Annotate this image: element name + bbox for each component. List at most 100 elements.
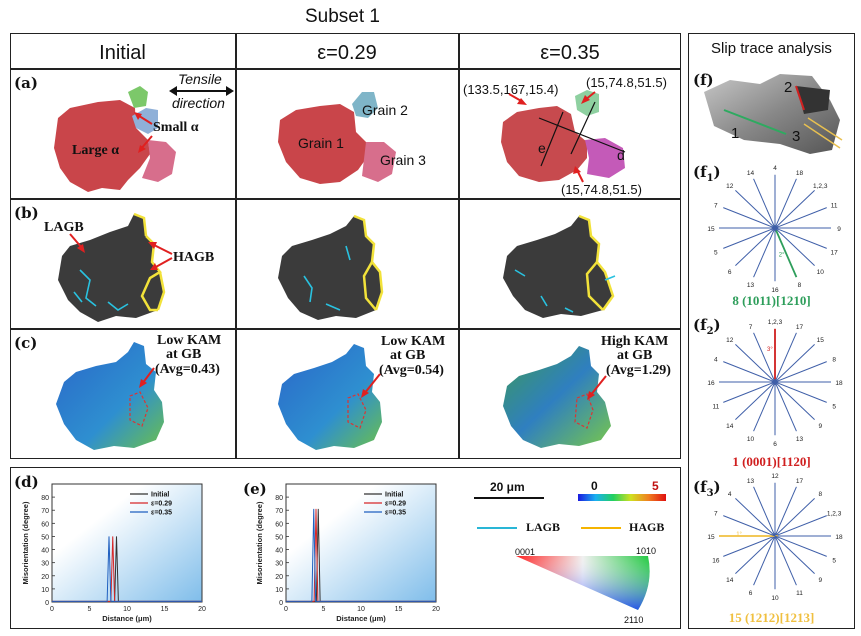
trace-number: 18 [835, 380, 843, 387]
trace-number: 8 [818, 491, 822, 498]
trace-line [773, 533, 797, 586]
trace-number: 13 [796, 436, 804, 443]
y-tick-label: 60 [275, 521, 283, 528]
trace-line [773, 178, 797, 231]
kam-035-l1: High KAM [601, 334, 669, 349]
kam-029-l2: at GB [390, 348, 426, 363]
f2-caption: 1 (0001)[1120] [732, 454, 811, 469]
trace-line [772, 226, 827, 249]
trace-number: 13 [747, 478, 755, 485]
trace-number: 4 [728, 491, 732, 498]
kam-map-initial [56, 342, 164, 450]
plot-area [285, 483, 437, 603]
trace-number: 1,2,3 [827, 511, 842, 518]
trace-line [753, 225, 777, 278]
trace-line [772, 344, 815, 385]
trace-line [772, 533, 815, 574]
euler-label-3: (15,74.8,51.5) [561, 182, 642, 197]
trace-number: 14 [726, 577, 734, 584]
trace-line [772, 207, 827, 230]
chart-e: 0 10 20 30 40 50 60 70 80 0 5 10 15 20 Distance (μm) Mi… [255, 483, 440, 623]
small-alpha-label: Small α [153, 120, 199, 135]
x-tick-label: 15 [161, 606, 169, 613]
sem-label-3: 3 [792, 128, 801, 145]
y-tick-label: 80 [41, 495, 49, 502]
tensile-arrow-left-icon [169, 86, 177, 96]
trace-number: 11 [831, 203, 838, 210]
y-tick-label: 10 [275, 587, 283, 594]
legend-label: ε=0.29 [151, 501, 172, 508]
x-tick-label: 10 [123, 606, 131, 613]
trace-line [723, 207, 778, 230]
kam-035-arrow [587, 375, 607, 400]
trace-line [723, 534, 778, 557]
label-f: (f) [693, 71, 714, 89]
trace-line [773, 332, 797, 385]
trace-number: 7 [749, 324, 753, 331]
col-divider-2 [458, 33, 460, 459]
row-divider-1 [10, 198, 681, 200]
bottom-panel [10, 467, 681, 629]
trace-line [772, 498, 815, 539]
trace-number: 6 [749, 590, 753, 597]
kam-initial-l1: Low KAM [157, 333, 222, 348]
sem-label-2: 2 [784, 79, 793, 96]
trace-number: 5 [832, 403, 836, 410]
kam-initial-arrow [139, 367, 155, 388]
trace-number: 6 [773, 441, 777, 448]
trace-line [735, 533, 778, 574]
ipf-1010: 1010 [636, 546, 657, 556]
trace-line [723, 515, 778, 538]
plot-area [51, 483, 203, 603]
trace-line [753, 332, 777, 385]
large-alpha-label: Large α [72, 143, 120, 158]
row-divider-2 [10, 328, 681, 330]
trace-number: 11 [712, 403, 719, 410]
y-tick-label: 30 [41, 561, 49, 568]
x-tick-label: 0 [50, 606, 54, 613]
series-line-ε=0.35 [286, 508, 436, 602]
figure-title: Subset 1 [305, 6, 380, 27]
label-f1: (f1) [693, 163, 721, 184]
label-f3-sub: 3 [706, 488, 714, 499]
x-axis-label: Distance (μm) [336, 614, 386, 623]
kam-initial-l2: at GB [166, 347, 202, 362]
trace-number: 14 [726, 423, 734, 430]
hagb-label: HAGB [173, 250, 215, 265]
tensile-label-1: Tensile [178, 71, 222, 87]
trace-number: 15 [707, 226, 715, 233]
trace-line [753, 178, 777, 231]
trace-number: 12 [771, 473, 779, 480]
trace-number: 15 [817, 337, 825, 344]
y-tick-label: 30 [275, 561, 283, 568]
row-label-e: (e) [243, 480, 267, 498]
grain-map-029 [278, 92, 396, 184]
trace-number: 6 [728, 269, 732, 276]
ipf-2110: 2110 [624, 615, 644, 625]
trace-line [753, 379, 777, 432]
y-tick-label: 50 [275, 534, 283, 541]
y-tick-label: 50 [41, 534, 49, 541]
x-axis-label: Distance (μm) [102, 614, 152, 623]
trace-number: 16 [771, 287, 779, 294]
lagb-swatch [477, 527, 517, 529]
trace-line [773, 379, 797, 432]
trace-line [735, 225, 778, 266]
y-tick-label: 70 [275, 508, 283, 515]
trace-number: 9 [818, 423, 822, 430]
label-f2-sub: 2 [706, 326, 714, 337]
trace-angle: 3° [767, 347, 773, 353]
y-axis-label: Misorientation (degree) [21, 501, 30, 584]
kam-color-bar [578, 494, 666, 501]
trace-number: 17 [796, 324, 804, 331]
trace-number: 4 [714, 357, 718, 364]
trace-line [772, 379, 815, 420]
small-alpha-arrows [134, 112, 153, 153]
row-label-a: (a) [14, 74, 38, 92]
trace-number: 12 [726, 337, 734, 344]
row-label-b: (b) [14, 204, 39, 222]
trace-number: 10 [817, 269, 825, 276]
slip-trace-f1: 4 18 1,2,3 11 9 17 10 8 16 13 6 5 15 7 12 14 2° [707, 165, 841, 294]
kam-029-l3: (Avg=0.54) [379, 363, 444, 378]
kam-initial-l3: (Avg=0.43) [155, 362, 220, 377]
